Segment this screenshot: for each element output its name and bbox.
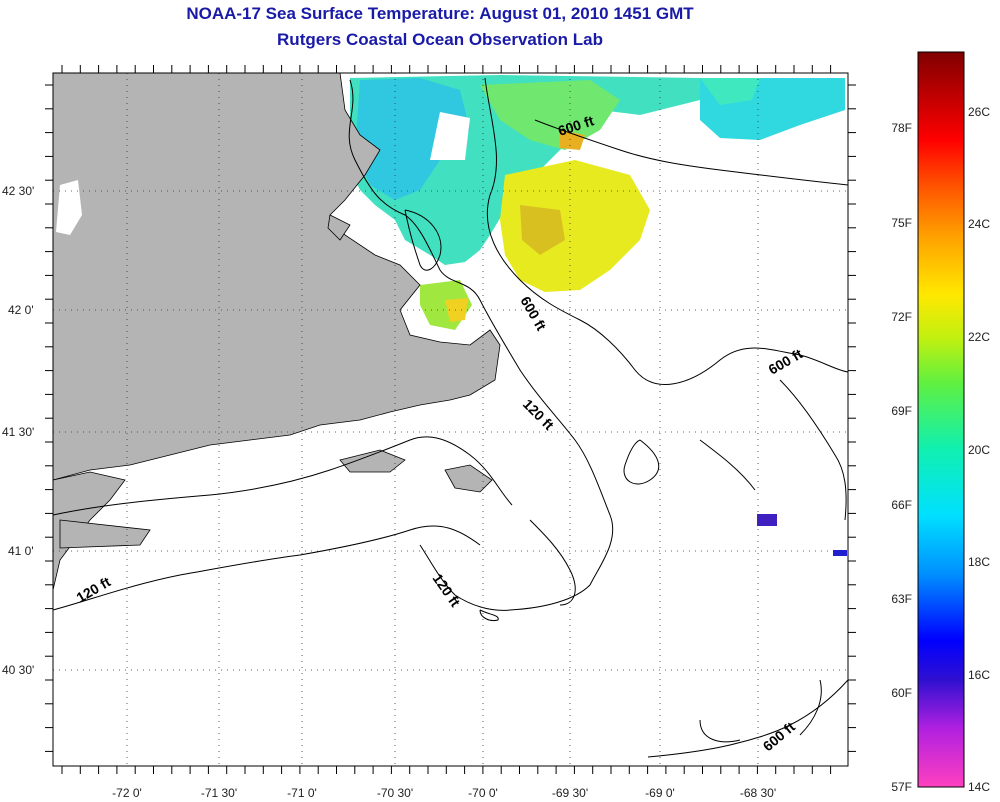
- colorbar-c-label: 18C: [968, 555, 990, 569]
- lon-label: -72 0': [112, 786, 142, 800]
- colorbar: [917, 51, 965, 788]
- map-area: 600 ft 600 ft 600 ft 120 ft 120 ft 120 f…: [53, 73, 848, 766]
- colorbar-c-label: 14C: [968, 780, 990, 794]
- lon-label: -68 30': [740, 786, 776, 800]
- colorbar-c-label: 24C: [968, 217, 990, 231]
- lat-label: 42 0': [8, 303, 34, 317]
- lon-label: -70 30': [377, 786, 413, 800]
- colorbar-c-label: 16C: [968, 668, 990, 682]
- sst-patches: [350, 75, 847, 556]
- lat-label: 41 30': [2, 425, 34, 439]
- lon-label: -69 0': [645, 786, 675, 800]
- lon-label: -69 30': [552, 786, 588, 800]
- colorbar-f-label: 72F: [891, 310, 912, 324]
- lon-label: -70 0': [468, 786, 498, 800]
- map-title: NOAA-17 Sea Surface Temperature: August …: [186, 4, 694, 23]
- lat-label: 42 30': [2, 184, 34, 198]
- colorbar-f-label: 57F: [891, 780, 912, 794]
- colorbar-c-label: 22C: [968, 330, 990, 344]
- land: [53, 73, 501, 591]
- colorbar-f-label: 75F: [891, 216, 912, 230]
- lon-label: -71 0': [287, 786, 317, 800]
- colorbar-f-label: 60F: [891, 686, 912, 700]
- lat-label: 40 30': [2, 663, 34, 677]
- latitude-labels: 42 30' 42 0' 41 30' 41 0' 40 30': [2, 184, 34, 677]
- graticule: [53, 73, 848, 766]
- map-subtitle: Rutgers Coastal Ocean Observation Lab: [277, 30, 603, 49]
- lat-label: 41 0': [8, 544, 34, 558]
- colorbar-f-label: 63F: [891, 592, 912, 606]
- map-frame: [52, 72, 849, 767]
- colorbar-f-label: 66F: [891, 498, 912, 512]
- colorbar-c-label: 26C: [968, 105, 990, 119]
- colorbar-f-label: 78F: [891, 121, 912, 135]
- lon-label: -71 30': [201, 786, 237, 800]
- colorbar-celsius-labels: 26C 24C 22C 20C 18C 16C 14C: [968, 105, 990, 794]
- longitude-labels: -72 0' -71 30' -71 0' -70 30' -70 0' -69…: [112, 786, 776, 800]
- axis-ticks: [45, 65, 856, 774]
- depth-contours: [53, 77, 848, 758]
- colorbar-fahrenheit-labels: 78F 75F 72F 69F 66F 63F 60F 57F: [891, 121, 912, 794]
- colorbar-f-label: 69F: [891, 404, 912, 418]
- colorbar-c-label: 20C: [968, 443, 990, 457]
